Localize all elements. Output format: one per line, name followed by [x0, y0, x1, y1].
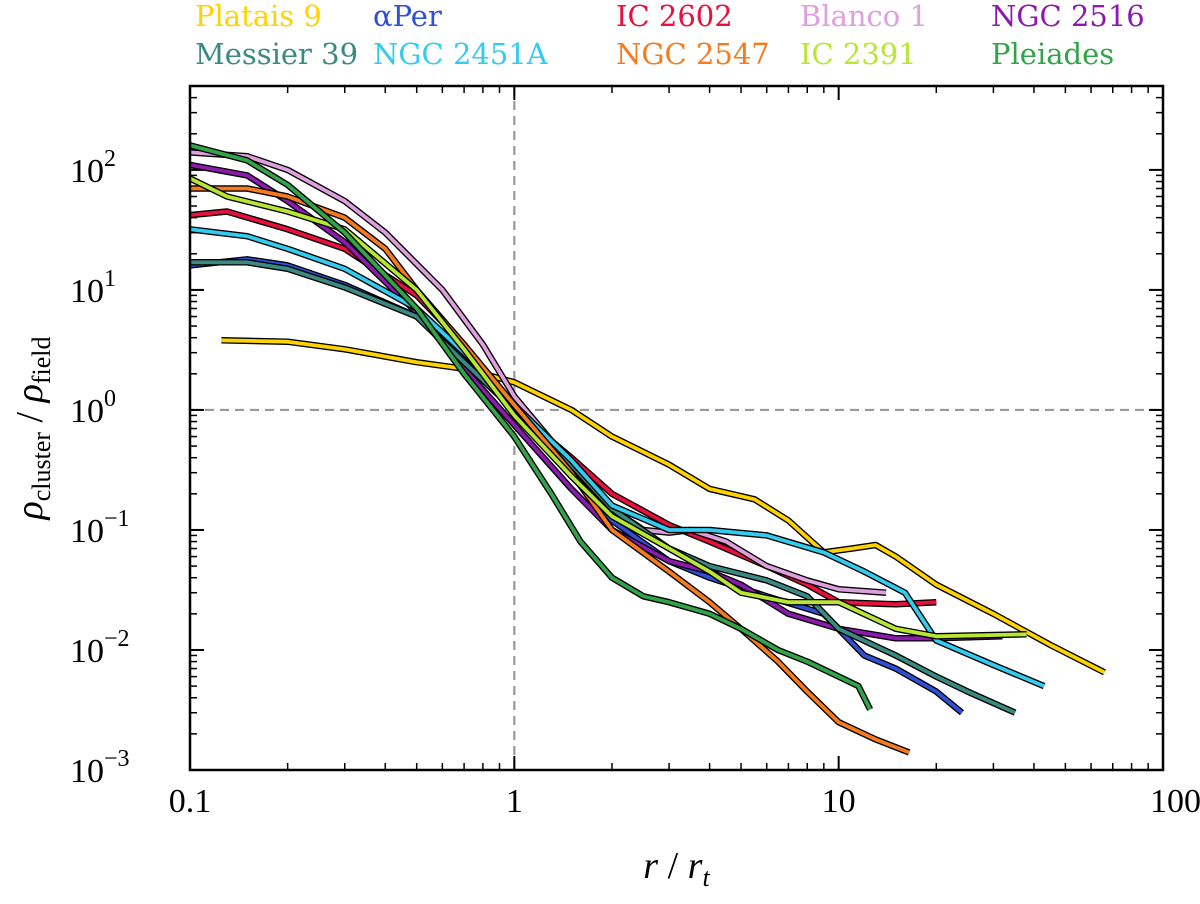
series-line-ngc-2547	[190, 186, 910, 755]
series-ic-2391	[188, 175, 1027, 640]
y-label-rho-2: ρ	[9, 384, 51, 403]
x-tick-label: 10	[822, 783, 856, 820]
minor-ticks	[190, 85, 1163, 770]
legend-item-blanco-1: Blanco 1	[800, 0, 928, 33]
y-tick-label: 102	[70, 146, 116, 190]
legend-item-pleiades: Pleiades	[991, 37, 1114, 71]
series-ic-2602	[189, 208, 937, 608]
series-outline-ic-2391	[188, 175, 1027, 640]
series-outline--per	[189, 256, 965, 716]
series-line-platais-9	[221, 338, 1106, 675]
series-layer	[188, 142, 1106, 756]
y-tick-label: 10−1	[70, 506, 130, 550]
series-line-pleiades	[189, 143, 872, 711]
x-label-r: r	[643, 845, 658, 887]
legend-item-messier-39: Messier 39	[195, 37, 358, 71]
series-outline-blanco-1	[189, 149, 887, 596]
y-tick-label: 101	[70, 266, 116, 310]
y-tick-label: 100	[70, 386, 116, 430]
series-line-ngc-2451a	[189, 227, 1045, 688]
legend-item-ngc-2516: NGC 2516	[991, 0, 1145, 33]
y-label-sub-field: field	[27, 336, 56, 384]
series-platais-9	[221, 337, 1106, 676]
x-label-slash: /	[658, 845, 688, 887]
x-tick-label: 100	[1150, 783, 1200, 820]
y-axis-label: ρcluster / ρfield	[9, 336, 56, 520]
y-label-sub-cluster: cluster	[27, 432, 56, 502]
y-tick-label: 10−3	[70, 746, 130, 790]
y-label-rho: ρ	[9, 501, 51, 520]
series-ngc-2451a	[189, 226, 1046, 690]
legend-item-ic-2391: IC 2391	[800, 37, 917, 71]
x-tick-label: 0.1	[169, 783, 212, 820]
series--per	[189, 256, 965, 716]
legend-item-ic-2602: IC 2602	[616, 0, 733, 33]
series-outline-ngc-2451a	[189, 226, 1046, 690]
y-label-slash: /	[9, 402, 51, 432]
series-line-messier-39	[190, 260, 1016, 715]
series-ngc-2547	[190, 185, 911, 756]
x-label-sub: t	[702, 863, 710, 892]
legend-item-ngc-2451a: NGC 2451A	[373, 37, 549, 71]
series-line-ic-2391	[189, 176, 1027, 639]
x-tick-label: 1	[506, 783, 523, 820]
tick-labels: 0.1 1 10 100 10−3 10−2 10−1 100 101 102	[70, 146, 1200, 820]
reference-lines	[190, 86, 1163, 770]
x-axis-label: r / rt	[643, 845, 710, 892]
legend-item-platais-9: Platais 9	[195, 0, 322, 33]
series-line--per	[189, 257, 964, 715]
series-outline-platais-9	[221, 337, 1106, 676]
series-line-blanco-1	[189, 150, 887, 595]
legend-item--per: αPer	[373, 0, 442, 33]
major-ticks	[189, 86, 1164, 771]
series-messier-39	[190, 259, 1017, 716]
y-tick-label: 10−2	[70, 626, 130, 670]
legend-item-ngc-2547: NGC 2547	[616, 37, 770, 71]
series-line-ic-2602	[189, 209, 937, 607]
series-blanco-1	[189, 149, 887, 596]
series-pleiades	[189, 142, 874, 711]
x-label-rt: r	[688, 845, 703, 887]
legend: Platais 9 αPer IC 2602 Blanco 1 NGC 2516 Mess…	[195, 0, 1145, 71]
plot-frame	[188, 84, 1165, 772]
